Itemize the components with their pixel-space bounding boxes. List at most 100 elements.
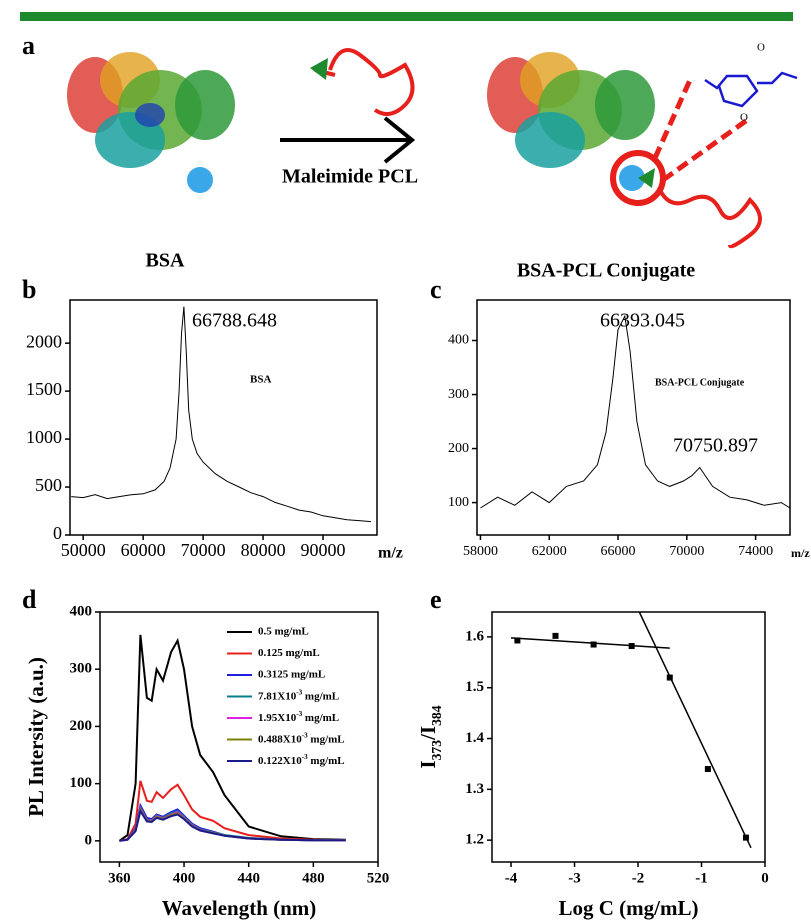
panel-label: a — [22, 31, 35, 60]
text-part: 384 — [429, 705, 444, 726]
x-axis-label: Log C (mg/mL) — [559, 896, 699, 920]
panel-label: b — [22, 275, 36, 304]
reaction — [280, 48, 416, 164]
point — [552, 632, 559, 639]
x-tick-label: 520 — [367, 870, 390, 886]
point — [742, 834, 749, 841]
y-tick-label: 300 — [70, 661, 93, 677]
y-tick-label: 1.6 — [465, 628, 484, 644]
y-tick-label: 1.5 — [465, 679, 484, 695]
panel-label: c — [430, 275, 442, 304]
text-part: -3 — [296, 710, 302, 718]
x-tick-label: -3 — [568, 870, 581, 886]
atom: O — [740, 112, 748, 124]
fit-line — [510, 637, 670, 649]
scheme-label: BSA-PCL Conjugate — [517, 260, 695, 282]
text-part: 0.488X10 — [258, 733, 302, 745]
y-tick-label: 1.4 — [465, 730, 484, 746]
y-tick-label: 400 — [448, 333, 469, 348]
legend-label: 1.95X10-3 mg/mL — [258, 710, 339, 724]
y-tick-label: 200 — [70, 718, 93, 734]
y-tick-label: 1500 — [26, 379, 62, 399]
x-axis-label: m/z — [378, 545, 403, 562]
text-part: 373 — [429, 740, 444, 761]
y-tick-label: 300 — [448, 387, 469, 402]
x-tick-label: 66000 — [601, 544, 636, 559]
x-axis-label: Wavelength (nm) — [162, 896, 317, 920]
top-bar — [20, 12, 793, 21]
point — [628, 643, 635, 650]
legend-label: 0.488X10-3 mg/mL — [258, 731, 345, 745]
x-tick-label: 70000 — [181, 540, 226, 560]
spectrum — [480, 314, 791, 509]
y-tick-label: 200 — [448, 441, 469, 456]
text-part: -3 — [302, 753, 308, 761]
protein-right: O O — [487, 42, 798, 249]
text-part: /I — [416, 726, 440, 741]
scheme-label: BSA — [146, 250, 185, 272]
x-tick-label: 0 — [761, 870, 769, 886]
atom: O — [757, 42, 765, 54]
x-tick-label: -4 — [505, 870, 518, 886]
x-tick-label: 60000 — [121, 540, 166, 560]
legend-label: 0.5 mg/mL — [258, 626, 309, 638]
y-tick-label: 100 — [70, 775, 93, 791]
text-part: -3 — [302, 731, 308, 739]
point — [514, 637, 521, 644]
text-part: mg/mL — [308, 733, 345, 745]
x-tick-label: 400 — [173, 870, 196, 886]
spectrum — [119, 808, 346, 842]
legend-label: 7.81X10-3 mg/mL — [258, 688, 339, 702]
y-tick-label: 0 — [85, 832, 93, 848]
x-tick-label: 70000 — [669, 544, 704, 559]
point — [704, 766, 711, 773]
annotation: 66393.045 — [600, 310, 685, 332]
annotation: 66788.648 — [192, 310, 277, 332]
protein-left — [67, 52, 235, 193]
fit-line — [638, 611, 752, 849]
x-tick-label: 440 — [237, 870, 260, 886]
y-tick-label: 1.2 — [465, 832, 484, 848]
plot-frame — [491, 611, 766, 863]
y-axis-label: I373/I384 — [416, 705, 444, 768]
x-tick-label: 58000 — [463, 544, 498, 559]
legend-label: 0.3125 mg/mL — [258, 669, 325, 681]
text-part: -3 — [296, 688, 302, 696]
y-tick-label: 100 — [448, 495, 469, 510]
x-tick-label: 62000 — [532, 544, 567, 559]
text-part: 1.95X10 — [258, 712, 297, 724]
y-tick-label: 0 — [53, 523, 62, 543]
y-tick-label: 1000 — [26, 427, 62, 447]
x-tick-label: 480 — [302, 870, 325, 886]
y-tick-label: 500 — [35, 475, 62, 495]
text-part: mg/mL — [302, 712, 339, 724]
y-axis-label: PL Intersity (a.u.) — [24, 657, 48, 817]
x-tick-label: 74000 — [738, 544, 773, 559]
text-part: mg/mL — [308, 755, 345, 767]
y-tick-label: 1.3 — [465, 781, 484, 797]
annotation: BSA-PCL Conjugate — [655, 377, 745, 388]
x-tick-label: 50000 — [61, 540, 106, 560]
panel-label: e — [430, 585, 442, 614]
spectrum — [71, 306, 372, 523]
x-tick-label: 80000 — [241, 540, 286, 560]
text-part: 7.81X10 — [258, 690, 297, 702]
x-tick-label: -1 — [695, 870, 708, 886]
x-tick-label: 90000 — [301, 540, 346, 560]
x-axis-label: m/z — [791, 546, 810, 560]
annotation: 70750.897 — [673, 435, 758, 457]
point — [666, 674, 673, 681]
spectrum — [119, 780, 346, 842]
point — [590, 641, 597, 648]
legend-label: 0.122X10-3 mg/mL — [258, 753, 345, 767]
annotation: BSA — [250, 374, 271, 386]
panel-label: d — [22, 585, 37, 614]
reagent-label: Maleimide PCL — [282, 166, 418, 188]
text-part: I — [416, 760, 440, 768]
y-tick-label: 400 — [70, 603, 93, 619]
x-tick-label: 360 — [108, 870, 131, 886]
plot-frame — [99, 611, 379, 863]
legend-label: 0.125 mg/mL — [258, 647, 320, 659]
x-tick-label: -2 — [632, 870, 645, 886]
